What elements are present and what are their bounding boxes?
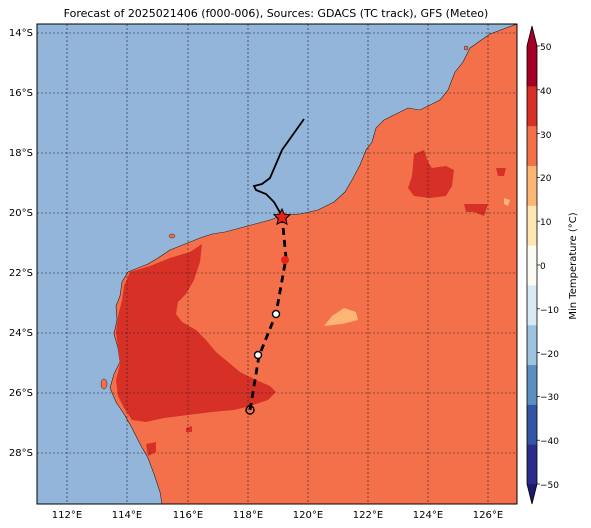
lon-tick-label: 116°E (173, 510, 203, 521)
lon-tick-label: 118°E (233, 510, 263, 521)
colorbar-tick-label: 40 (540, 87, 552, 97)
lon-tick-label: 114°E (112, 510, 142, 521)
forecast-point-marker (281, 256, 289, 264)
colorbar-tick-label: 20 (540, 174, 552, 184)
hot-region-northeast (408, 150, 454, 198)
lon-tick-label: 112°E (52, 510, 82, 521)
latitude-ticks: 14°S 16°S 18°S 20°S 22°S 24°S 26°S 28°S (9, 28, 33, 459)
colorbar-tick-label: −10 (540, 306, 559, 316)
colorbar-min-extension (527, 484, 537, 504)
map-canvas (37, 24, 517, 504)
colorbar-segment (527, 245, 537, 286)
colorbar-segment (527, 404, 537, 445)
hot-spot-south (146, 442, 156, 456)
lon-tick-label: 120°E (293, 510, 323, 521)
colorbar-tick-label: 30 (540, 131, 552, 141)
island (463, 45, 469, 51)
colorbar-tick-label: 50 (540, 43, 552, 53)
hot-spot-east-2 (496, 168, 506, 176)
lat-tick-label: 14°S (9, 28, 33, 39)
map-frame (36, 23, 518, 505)
lat-tick-label: 16°S (9, 88, 33, 99)
colorbar-segment (527, 125, 537, 166)
cool-patch-small (504, 198, 510, 206)
colorbar-tick-label: −50 (540, 481, 559, 491)
colorbar-tick-label: −30 (540, 393, 559, 403)
lat-tick-label: 22°S (9, 268, 33, 279)
figure-title: Forecast of 2025021406 (f000-006), Sourc… (64, 7, 489, 20)
colorbar-tick-label: 10 (540, 218, 552, 228)
colorbar (526, 25, 540, 505)
forecast-point-marker (245, 405, 255, 415)
colorbar-ticks: 50 40 30 20 10 0 −10 −20 −30 −40 −50 (540, 43, 559, 491)
colorbar-segment (527, 165, 537, 206)
lon-tick-label: 124°E (413, 510, 443, 521)
hot-region-west (116, 244, 276, 422)
hot-spot-inland (186, 426, 192, 432)
colorbar-max-extension (527, 26, 537, 46)
colorbar-label: Min Temperature (°C) (568, 212, 579, 319)
colorbar-segment (527, 85, 537, 127)
lat-tick-label: 26°S (9, 388, 33, 399)
colorbar-tick-label: 0 (540, 262, 546, 272)
lat-tick-label: 18°S (9, 148, 33, 159)
observed-track (252, 118, 305, 217)
colorbar-segment (527, 284, 537, 326)
colorbar-segment (527, 46, 537, 87)
colorbar-tick-label: −40 (540, 437, 559, 447)
colorbar-segment (527, 444, 537, 485)
colorbar-tick-label: −20 (540, 350, 559, 360)
colorbar-segment (527, 324, 537, 366)
current-position-star-icon (272, 207, 292, 226)
forecast-point-marker (253, 350, 263, 360)
longitude-ticks: 112°E 114°E 116°E 118°E 120°E 122°E 124°… (52, 510, 503, 521)
lat-tick-label: 24°S (9, 328, 33, 339)
lon-tick-label: 126°E (473, 510, 503, 521)
lon-tick-label: 122°E (353, 510, 383, 521)
colorbar-segment (527, 364, 537, 405)
island (168, 233, 176, 239)
lat-tick-label: 28°S (9, 448, 33, 459)
gridlines (37, 24, 517, 504)
lat-tick-label: 20°S (9, 208, 33, 219)
island (100, 378, 108, 390)
colorbar-segment (527, 205, 537, 246)
forecast-point-marker (271, 309, 281, 319)
cool-patch (324, 308, 358, 326)
